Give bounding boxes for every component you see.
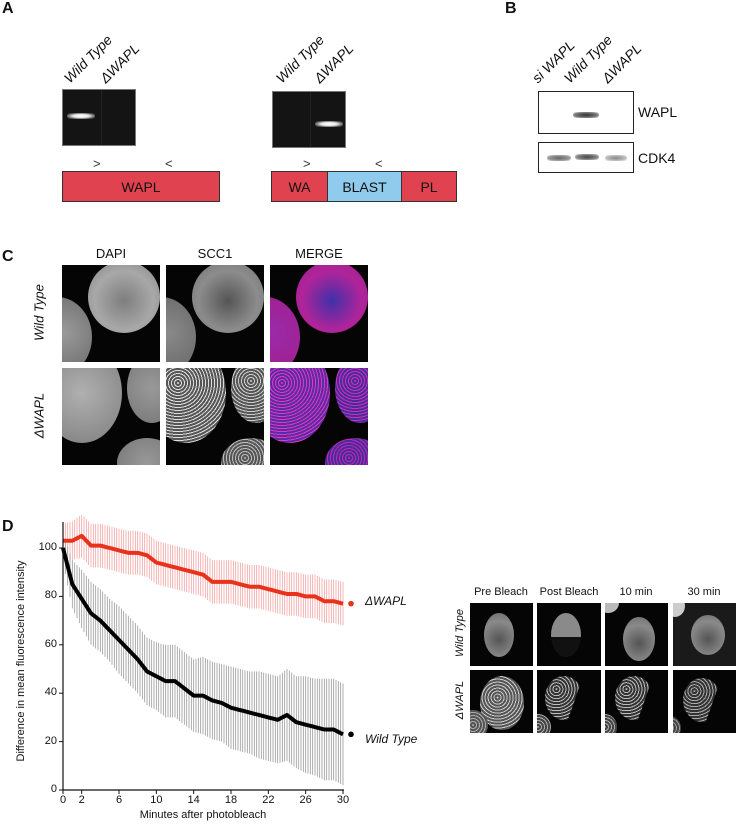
micrograph-ko-scc1 bbox=[166, 368, 264, 465]
micrograph-ko-merge bbox=[270, 368, 368, 465]
micrograph-wt-scc1 bbox=[166, 265, 264, 362]
micrograph-ko-dapi bbox=[62, 368, 160, 465]
segment-pl: PL bbox=[401, 171, 457, 202]
pcr-gel-left bbox=[62, 89, 136, 146]
segment-blast: BLAST bbox=[327, 171, 402, 202]
primer-forward-icon-2: > bbox=[303, 156, 311, 171]
micrograph-wt-dapi bbox=[62, 265, 160, 362]
x-tick-label: 10 bbox=[150, 794, 163, 806]
x-tick-label: 22 bbox=[262, 794, 275, 806]
frap-ko-30min bbox=[673, 670, 736, 733]
panel-letter-b: B bbox=[505, 0, 517, 17]
gel-band-delta-wapl bbox=[315, 121, 343, 127]
blot-band-cdk4-si bbox=[547, 155, 571, 161]
y-tick-label: 40 bbox=[44, 686, 57, 699]
row-label-wild-type: Wild Type bbox=[31, 284, 47, 341]
series-wild-type bbox=[61, 547, 344, 737]
series-delta-wapl bbox=[63, 533, 344, 606]
x-axis-ticks bbox=[62, 790, 344, 794]
y-tick-label: 100 bbox=[38, 541, 57, 553]
blot-label-wapl: WAPL bbox=[638, 104, 678, 120]
frap-wt-pre bbox=[470, 603, 533, 666]
col-header-merge: MERGE bbox=[295, 246, 343, 261]
x-tick-label: 2 bbox=[78, 794, 85, 806]
pcr-gel-right bbox=[272, 91, 346, 148]
frap-wt-post bbox=[537, 603, 601, 666]
gel-band-wild-type bbox=[67, 113, 95, 119]
blot-band-wapl-wt bbox=[573, 112, 599, 118]
segment-wa: WA bbox=[271, 171, 328, 202]
blot-label-cdk4: CDK4 bbox=[638, 150, 676, 166]
x-tick-label: 30 bbox=[336, 794, 350, 806]
legend-label-wild-type: Wild Type bbox=[365, 732, 418, 746]
frap-recovery-chart bbox=[59, 515, 354, 794]
micrograph-wt-merge bbox=[270, 265, 368, 362]
frap-row-label-delta-wapl: ΔWAPL bbox=[454, 680, 466, 720]
x-tick-label: 14 bbox=[187, 794, 200, 806]
panel-letter-c: C bbox=[2, 248, 14, 265]
col-header-dapi: DAPI bbox=[95, 246, 127, 261]
col-header-pre-bleach: Pre Bleach bbox=[474, 586, 528, 598]
x-tick-label: 0 bbox=[59, 794, 67, 806]
frap-ko-10min bbox=[605, 670, 668, 733]
x-tick-label: 26 bbox=[299, 794, 312, 806]
col-header-post-bleach: Post Bleach bbox=[539, 586, 599, 598]
frap-row-label-wild-type: Wild Type bbox=[454, 609, 466, 657]
x-axis-label: Minutes after photobleach bbox=[139, 809, 267, 821]
legend-label-delta-wapl: ΔWAPL bbox=[365, 594, 407, 608]
western-blot-cdk4 bbox=[538, 142, 634, 173]
wapl-gene-box: WAPL bbox=[62, 171, 220, 202]
primer-reverse-icon-2: < bbox=[375, 156, 383, 171]
primer-forward-icon: > bbox=[93, 156, 101, 171]
col-header-30-min: 30 min bbox=[687, 586, 721, 598]
y-axis-label: Difference in mean fluorescence intensit… bbox=[15, 560, 27, 762]
y-tick-label: 80 bbox=[44, 589, 57, 602]
legend-dot-wild-type bbox=[348, 731, 354, 738]
blot-band-cdk4-wt bbox=[575, 154, 599, 160]
col-header-scc1: SCC1 bbox=[197, 246, 233, 261]
x-tick-label: 18 bbox=[224, 794, 238, 806]
y-tick-label: 0 bbox=[50, 783, 57, 795]
y-tick-label: 60 bbox=[44, 637, 57, 650]
x-tick-label: 6 bbox=[115, 794, 123, 806]
row-label-delta-wapl: ΔWAPL bbox=[31, 392, 47, 439]
western-blot-wapl bbox=[538, 91, 634, 134]
panel-letter-d: D bbox=[2, 518, 14, 535]
blot-band-cdk4-ko bbox=[605, 155, 627, 161]
frap-ko-pre bbox=[470, 670, 533, 733]
frap-wt-30min bbox=[673, 603, 736, 666]
primer-reverse-icon: < bbox=[165, 156, 173, 171]
frap-wt-10min bbox=[605, 603, 668, 666]
legend-dot-delta-wapl bbox=[348, 600, 354, 607]
y-axis-ticks bbox=[59, 547, 63, 791]
col-header-10-min: 10 min bbox=[619, 586, 653, 598]
frap-ko-post bbox=[537, 670, 601, 733]
y-tick-label: 20 bbox=[44, 734, 57, 747]
panel-letter-a: A bbox=[2, 0, 14, 17]
